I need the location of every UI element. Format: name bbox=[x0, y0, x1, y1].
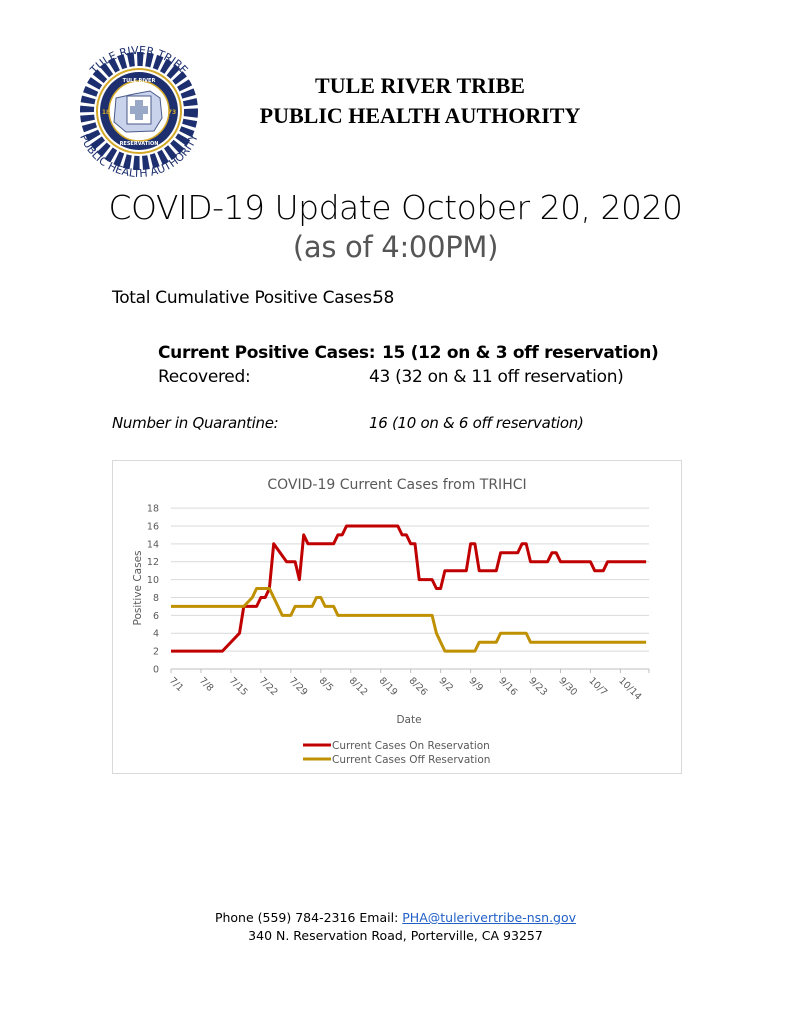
x-tick-label: 8/5 bbox=[317, 675, 336, 694]
org-name-line2: PUBLIC HEALTH AUTHORITY bbox=[259, 103, 581, 128]
chart-title: COVID-19 Current Cases from TRIHCI bbox=[267, 477, 526, 493]
footer-phone: Phone (559) 784-2316 Email: bbox=[214, 910, 403, 925]
y-tick-label: 2 bbox=[153, 647, 159, 658]
y-axis-label: Positive Cases bbox=[132, 551, 144, 626]
total-cases-label: Total Cumulative Positive Cases: bbox=[112, 288, 378, 308]
svg-text:TULE RIVER: TULE RIVER bbox=[123, 78, 156, 84]
footer-address: 340 N. Reservation Road, Porterville, CA… bbox=[248, 928, 543, 943]
y-axis-ticks: 0 2 4 6 8 10 12 14 16 18 bbox=[147, 504, 159, 676]
email-link[interactable]: PHA@tulerivertribe-nsn.gov bbox=[402, 910, 577, 925]
svg-text:18: 18 bbox=[102, 109, 110, 116]
x-tick-label: 9/9 bbox=[466, 675, 485, 694]
cases-chart: COVID-19 Current Cases from TRIHCI 0 2 4 6 8… bbox=[112, 460, 682, 774]
recovered-value: 43 (32 on & 11 off reservation) bbox=[369, 367, 624, 387]
current-cases-value: 15 (12 on & 3 off reservation) bbox=[382, 343, 659, 363]
x-tick-label: 7/15 bbox=[227, 675, 250, 698]
x-tick-label: 10/7 bbox=[586, 675, 609, 698]
x-axis-ticks: 7/1 7/8 7/15 7/22 7/29 8/5 8/12 8/19 8/26 9/2 9/9 9… bbox=[167, 669, 650, 702]
recovered-label: Recovered: bbox=[158, 367, 251, 387]
y-tick-label: 0 bbox=[153, 665, 159, 676]
x-tick-label: 9/16 bbox=[496, 675, 519, 698]
y-tick-label: 18 bbox=[147, 504, 159, 515]
page-title: COVID-19 Update October 20, 2020 bbox=[108, 188, 683, 227]
x-tick-label: 9/23 bbox=[526, 675, 549, 698]
x-tick-label: 8/19 bbox=[377, 675, 400, 698]
chart-gridlines bbox=[171, 507, 649, 670]
svg-text:RESERVATION: RESERVATION bbox=[120, 141, 159, 147]
y-tick-label: 12 bbox=[147, 557, 159, 568]
x-tick-label: 8/12 bbox=[347, 675, 370, 698]
org-name-line1: TULE RIVER TRIBE bbox=[315, 73, 525, 98]
legend-label-off: Current Cases Off Reservation bbox=[332, 754, 490, 766]
svg-text:73: 73 bbox=[168, 109, 176, 116]
footer-contact: Phone (559) 784-2316 Email: PHA@tulerive… bbox=[0, 910, 791, 925]
y-tick-label: 4 bbox=[153, 629, 159, 640]
x-axis-label: Date bbox=[396, 714, 421, 726]
legend-label-on: Current Cases On Reservation bbox=[332, 740, 490, 752]
quarantine-value: 16 (10 on & 6 off reservation) bbox=[369, 414, 584, 432]
chart-series-lines bbox=[171, 524, 647, 653]
page-subtitle: (as of 4:00PM) bbox=[292, 230, 499, 264]
x-tick-label: 7/29 bbox=[287, 675, 310, 698]
total-cases-value: 58 bbox=[373, 288, 395, 308]
current-cases-label: Current Positive Cases: bbox=[158, 343, 376, 363]
x-tick-label: 10/14 bbox=[616, 675, 643, 702]
x-tick-label: 7/1 bbox=[167, 675, 186, 694]
y-tick-label: 6 bbox=[153, 611, 159, 622]
x-tick-label: 7/8 bbox=[197, 675, 216, 694]
quarantine-label: Number in Quarantine: bbox=[112, 414, 279, 432]
x-tick-label: 8/26 bbox=[407, 675, 430, 698]
tribe-logo: TULE RIVER TRIBE PUBLIC HEALTH AUTHORITY… bbox=[64, 36, 214, 186]
y-tick-label: 14 bbox=[147, 539, 159, 550]
x-tick-label: 9/2 bbox=[437, 675, 456, 694]
chart-legend: Current Cases On Reservation Current Cas… bbox=[303, 740, 490, 766]
y-tick-label: 8 bbox=[153, 593, 159, 604]
y-tick-label: 16 bbox=[147, 521, 159, 532]
x-tick-label: 9/30 bbox=[556, 675, 579, 698]
x-tick-label: 7/22 bbox=[257, 675, 280, 698]
series-on-reservation bbox=[171, 524, 647, 653]
series-off-reservation bbox=[171, 587, 647, 653]
y-tick-label: 10 bbox=[147, 575, 159, 586]
